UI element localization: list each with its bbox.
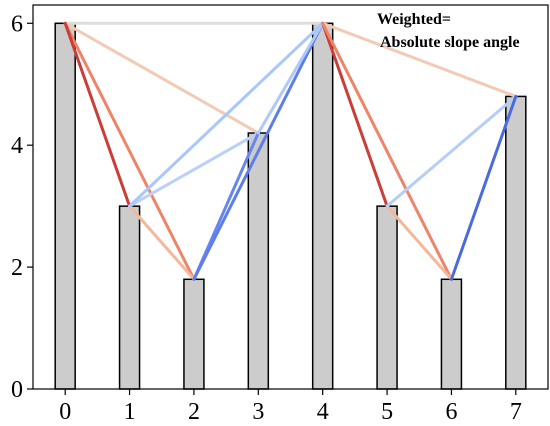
bar-1 (118, 205, 141, 390)
axes-frame (32, 4, 549, 390)
bar-3 (247, 132, 270, 390)
edges-group (63, 21, 518, 281)
x-tick-label-2: 2 (188, 399, 200, 425)
x-tick-label-6: 6 (445, 399, 457, 425)
y-axis: 0 2 4 6 (11, 11, 33, 403)
edge-4-7 (321, 21, 518, 98)
edge-5-7 (385, 94, 518, 208)
x-tick-label-0: 0 (59, 399, 71, 425)
bar-0 (54, 22, 76, 390)
bar-2 (183, 278, 205, 390)
x-tick-label-7: 7 (510, 399, 522, 425)
y-tick-label-4: 4 (11, 133, 23, 159)
edge-4-5 (321, 21, 389, 208)
bars-group (54, 22, 527, 390)
y-tick-label-0: 0 (11, 377, 23, 403)
x-tick-label-1: 1 (124, 399, 136, 425)
edge-1-3 (128, 131, 260, 208)
x-tick-label-3: 3 (252, 399, 264, 425)
edge-0-1 (63, 21, 132, 208)
edge-2-4 (192, 21, 325, 281)
bar-7 (505, 95, 527, 390)
bar-5 (376, 205, 398, 390)
edge-0-2 (63, 21, 196, 281)
edge-4-6 (321, 21, 453, 281)
x-tick-label-4: 4 (317, 399, 329, 425)
edge-3-4 (256, 21, 325, 135)
plot-frame (32, 4, 549, 390)
bar-4 (311, 22, 334, 390)
edge-1-4 (128, 21, 325, 208)
bar-6 (440, 278, 463, 390)
x-axis: 0 1 2 3 4 5 6 7 (59, 389, 522, 425)
edge-6-7 (449, 94, 518, 281)
annotation-line-2: Absolute slope angle (380, 34, 520, 51)
annotation-line-1: Weighted= (377, 11, 451, 28)
edge-1-2 (128, 204, 196, 281)
y-tick-label-6: 6 (11, 11, 23, 37)
edge-5-6 (385, 204, 453, 281)
x-tick-label-5: 5 (381, 399, 393, 425)
y-tick-label-2: 2 (11, 255, 23, 281)
